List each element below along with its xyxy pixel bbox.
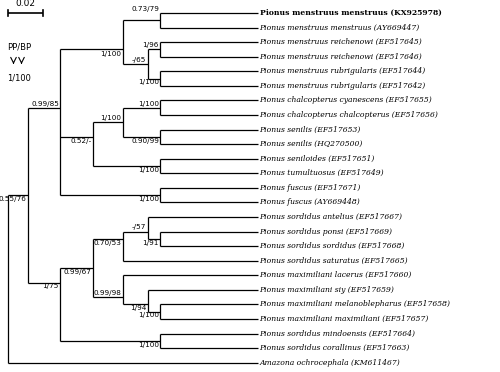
Text: Amazona ochrocephala (KM611467): Amazona ochrocephala (KM611467) (260, 359, 400, 367)
Text: 1/75: 1/75 (42, 283, 59, 289)
Text: Pionus senilis (EF517653): Pionus senilis (EF517653) (260, 126, 361, 134)
Text: Pionus senilis (HQ270500): Pionus senilis (HQ270500) (260, 140, 363, 148)
Text: Pionus fuscus (AY669448): Pionus fuscus (AY669448) (260, 198, 360, 206)
Text: Pionus sordidus ponsi (EF517669): Pionus sordidus ponsi (EF517669) (260, 228, 392, 235)
Text: Pionus sordidus antelius (EF517667): Pionus sordidus antelius (EF517667) (260, 213, 402, 221)
Text: Pionus maximiliani lacerus (EF517660): Pionus maximiliani lacerus (EF517660) (260, 271, 412, 279)
Text: Pionus fuscus (EF517671): Pionus fuscus (EF517671) (260, 184, 361, 192)
Text: 1/100: 1/100 (138, 341, 159, 347)
Text: -/65: -/65 (132, 57, 146, 63)
Text: 0.70/53: 0.70/53 (94, 240, 122, 246)
Text: Pionus maximiliani melanoblepharus (EF517658): Pionus maximiliani melanoblepharus (EF51… (260, 301, 450, 308)
Text: Pionus sordidus mindoensis (EF517664): Pionus sordidus mindoensis (EF517664) (260, 330, 416, 337)
Text: Pionus menstruus menstruus (AY669447): Pionus menstruus menstruus (AY669447) (260, 23, 420, 32)
Text: 0.52/-: 0.52/- (70, 138, 92, 144)
Text: 1/100: 1/100 (100, 115, 121, 121)
Text: Pionus tumultuosus (EF517649): Pionus tumultuosus (EF517649) (260, 169, 384, 177)
Text: 0.90/99: 0.90/99 (131, 138, 159, 144)
Text: 0.02: 0.02 (15, 0, 35, 8)
Text: 1/100: 1/100 (100, 51, 121, 57)
Text: 1/91: 1/91 (142, 240, 159, 246)
Text: 0.73/79: 0.73/79 (131, 6, 159, 12)
Text: Pionus menstruus rubrigularis (EF517642): Pionus menstruus rubrigularis (EF517642) (260, 82, 426, 90)
Text: 0.99/67: 0.99/67 (64, 269, 92, 275)
Text: Pionus maximiliani siy (EF517659): Pionus maximiliani siy (EF517659) (260, 286, 394, 294)
Text: 0.99/85: 0.99/85 (31, 100, 59, 107)
Text: -/57: -/57 (132, 224, 146, 230)
Text: 0.55/76: 0.55/76 (0, 196, 26, 202)
Text: 1/100: 1/100 (138, 312, 159, 318)
Text: Pionus menstruus reichenowi (EF517645): Pionus menstruus reichenowi (EF517645) (260, 38, 422, 46)
Text: PP/BP: PP/BP (8, 42, 32, 51)
Text: 1/100: 1/100 (138, 100, 159, 107)
Text: Pionus sordidus saturatus (EF517665): Pionus sordidus saturatus (EF517665) (260, 257, 408, 265)
Text: 1/100: 1/100 (138, 196, 159, 202)
Text: 1/100: 1/100 (138, 167, 159, 173)
Text: Pionus seniloides (EF517651): Pionus seniloides (EF517651) (260, 155, 375, 163)
Text: 1/100: 1/100 (138, 79, 159, 85)
Text: 0.99/98: 0.99/98 (94, 290, 122, 296)
Text: Pionus sordidus sordidus (EF517668): Pionus sordidus sordidus (EF517668) (260, 242, 405, 250)
Text: 1/94: 1/94 (130, 305, 146, 311)
Text: 1/96: 1/96 (142, 42, 159, 48)
Text: Pionus sordidus corallinus (EF517663): Pionus sordidus corallinus (EF517663) (260, 344, 410, 352)
Text: Pionus menstruus menstruus (KX925978): Pionus menstruus menstruus (KX925978) (260, 9, 442, 17)
Text: Pionus chalcopterus chalcopterus (EF517656): Pionus chalcopterus chalcopterus (EF5176… (260, 111, 438, 119)
Text: Pionus chalcopterus cyanescens (EF517655): Pionus chalcopterus cyanescens (EF517655… (260, 96, 432, 105)
Text: Pionus maximiliani maximiliani (EF517657): Pionus maximiliani maximiliani (EF517657… (260, 315, 429, 323)
Text: Pionus menstruus rubrigularis (EF517644): Pionus menstruus rubrigularis (EF517644) (260, 67, 426, 75)
Text: 1/100: 1/100 (8, 74, 32, 83)
Text: Pionus menstruus reichenowi (EF517646): Pionus menstruus reichenowi (EF517646) (260, 53, 422, 61)
